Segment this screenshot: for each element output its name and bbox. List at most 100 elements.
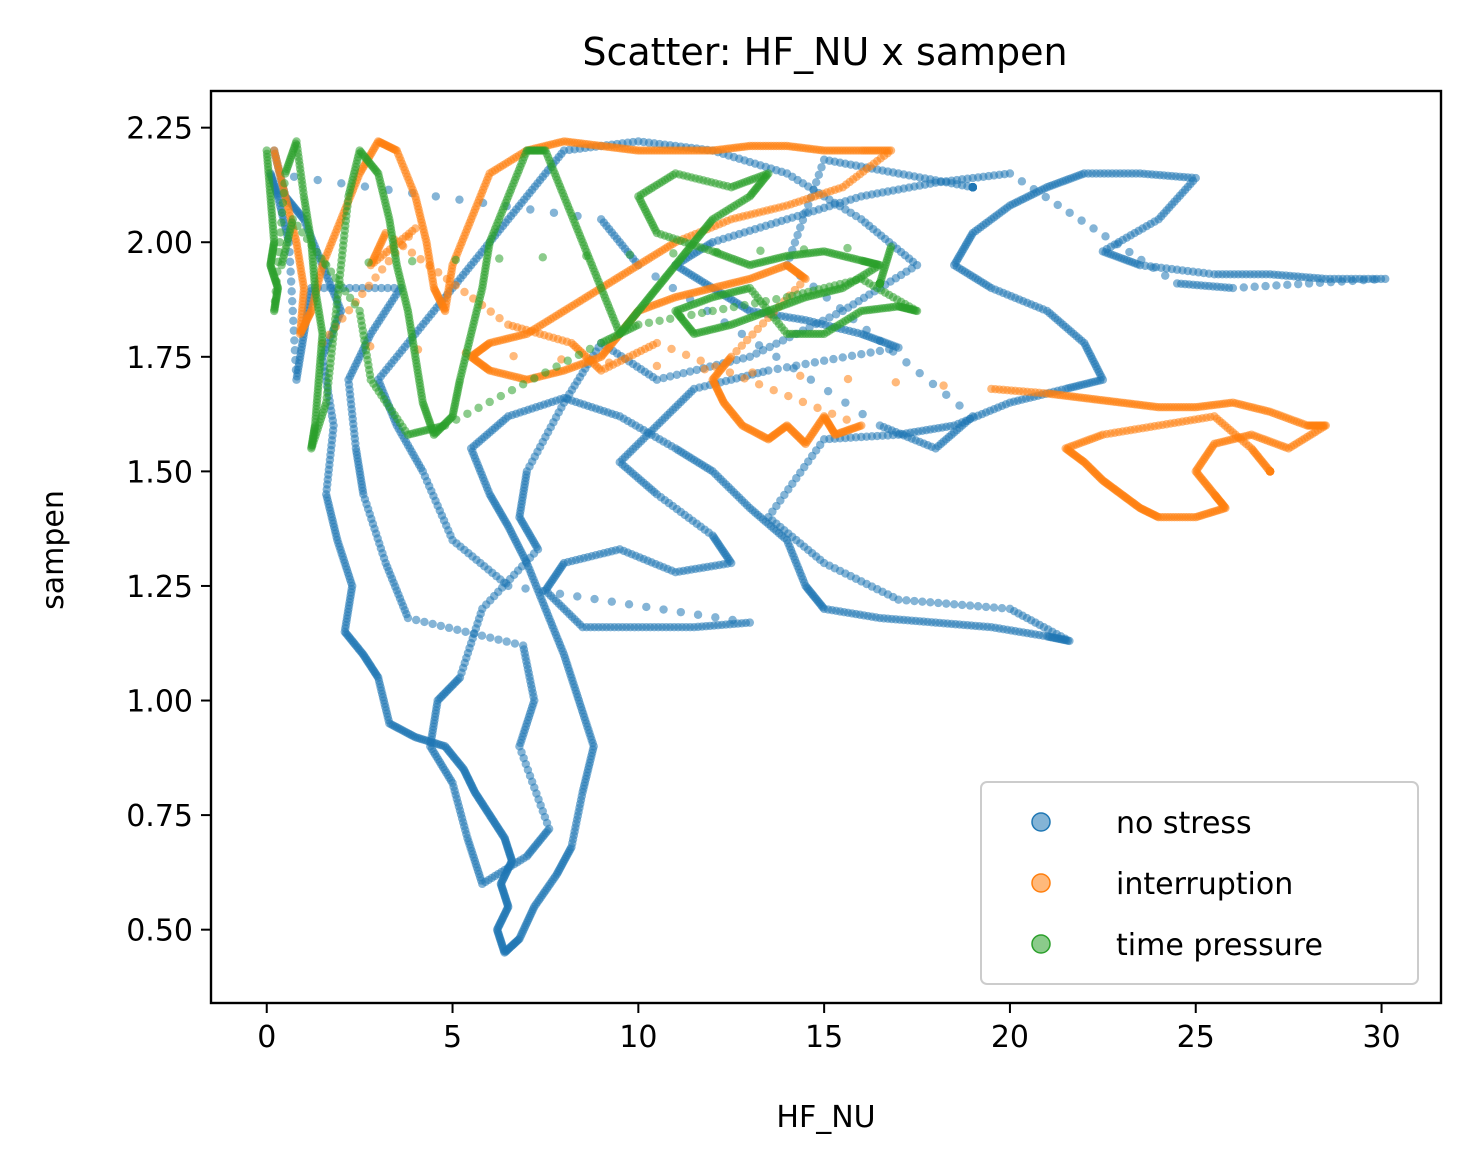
data-point bbox=[277, 260, 286, 270]
x-tick-label: 30 bbox=[1362, 1020, 1400, 1055]
data-point bbox=[784, 391, 793, 401]
data-point bbox=[782, 363, 792, 372]
data-point bbox=[1149, 263, 1158, 272]
data-point bbox=[474, 403, 483, 413]
data-point bbox=[469, 629, 478, 638]
data-point bbox=[857, 421, 866, 430]
data-point bbox=[681, 350, 691, 360]
data-point bbox=[286, 277, 296, 286]
data-point bbox=[407, 248, 417, 257]
data-point bbox=[668, 283, 678, 293]
data-point bbox=[574, 350, 584, 360]
data-point bbox=[1125, 247, 1134, 257]
data-point bbox=[326, 267, 336, 276]
data-point bbox=[754, 380, 764, 389]
data-point bbox=[1348, 276, 1357, 286]
data-point bbox=[585, 344, 595, 354]
data-point bbox=[302, 234, 312, 244]
data-point bbox=[793, 230, 802, 240]
data-point bbox=[697, 308, 707, 318]
data-point bbox=[1113, 240, 1122, 249]
data-point bbox=[477, 631, 487, 640]
data-point bbox=[358, 283, 367, 293]
data-point bbox=[745, 352, 755, 362]
x-axis-label: HF_NU bbox=[776, 1100, 875, 1135]
data-point bbox=[307, 241, 317, 250]
data-point bbox=[1315, 278, 1325, 288]
data-point bbox=[789, 364, 798, 373]
data-point bbox=[769, 385, 778, 395]
data-point bbox=[1250, 282, 1259, 291]
data-point bbox=[277, 208, 287, 217]
data-point bbox=[411, 615, 421, 625]
data-point bbox=[502, 637, 511, 646]
data-point bbox=[285, 257, 295, 267]
data-point bbox=[737, 329, 747, 339]
data-point bbox=[485, 397, 494, 407]
legend-box bbox=[980, 781, 1419, 985]
data-point bbox=[279, 188, 288, 198]
data-point bbox=[389, 283, 399, 293]
data-point bbox=[411, 224, 420, 233]
data-point bbox=[344, 306, 354, 315]
data-point bbox=[642, 602, 651, 612]
data-point bbox=[496, 391, 506, 401]
data-point bbox=[319, 283, 329, 293]
data-point bbox=[444, 623, 454, 633]
data-point bbox=[676, 312, 686, 322]
data-point bbox=[555, 589, 565, 599]
data-point bbox=[968, 412, 977, 421]
data-point bbox=[819, 356, 829, 365]
data-point bbox=[818, 316, 828, 326]
data-point bbox=[973, 602, 983, 611]
data-point bbox=[289, 172, 299, 181]
data-point bbox=[320, 259, 330, 269]
data-point bbox=[965, 601, 975, 610]
x-tick-label: 0 bbox=[257, 1020, 276, 1055]
data-point bbox=[518, 641, 528, 650]
data-point bbox=[312, 247, 321, 257]
data-point bbox=[530, 374, 539, 383]
data-point bbox=[798, 397, 808, 407]
data-point bbox=[817, 163, 826, 172]
data-point bbox=[685, 367, 695, 376]
data-point bbox=[942, 599, 951, 608]
legend-marker bbox=[1031, 812, 1051, 832]
y-tick-label: 0.75 bbox=[126, 799, 193, 834]
data-point bbox=[772, 352, 781, 362]
data-point bbox=[1337, 277, 1346, 286]
data-point bbox=[1101, 232, 1110, 241]
x-tick-label: 5 bbox=[443, 1020, 462, 1055]
data-point bbox=[486, 633, 495, 642]
data-point bbox=[494, 635, 503, 644]
data-point bbox=[582, 251, 591, 261]
data-point bbox=[955, 401, 964, 410]
data-point bbox=[364, 281, 374, 290]
data-point bbox=[692, 365, 701, 375]
data-point bbox=[436, 621, 446, 631]
data-point bbox=[773, 364, 782, 374]
legend-label: interruption bbox=[1116, 867, 1293, 902]
data-point bbox=[843, 374, 853, 384]
y-tick-label: 2.00 bbox=[126, 226, 193, 261]
data-point bbox=[902, 596, 911, 605]
data-point bbox=[383, 283, 392, 293]
data-point bbox=[1089, 224, 1098, 233]
plot-points bbox=[262, 137, 1390, 957]
data-point bbox=[875, 336, 885, 345]
data-point bbox=[790, 238, 800, 247]
legend-marker bbox=[1031, 873, 1051, 893]
data-point bbox=[360, 182, 370, 191]
data-point bbox=[275, 238, 284, 247]
data-point bbox=[748, 368, 757, 377]
data-point bbox=[431, 192, 441, 201]
data-point bbox=[455, 195, 464, 204]
data-point bbox=[729, 302, 739, 312]
data-point bbox=[719, 304, 728, 314]
y-axis-ticks: 0.500.751.001.251.501.752.002.25 bbox=[126, 112, 211, 949]
data-point bbox=[291, 355, 300, 365]
data-point bbox=[331, 274, 340, 283]
data-point bbox=[644, 318, 654, 327]
data-point bbox=[798, 215, 808, 225]
